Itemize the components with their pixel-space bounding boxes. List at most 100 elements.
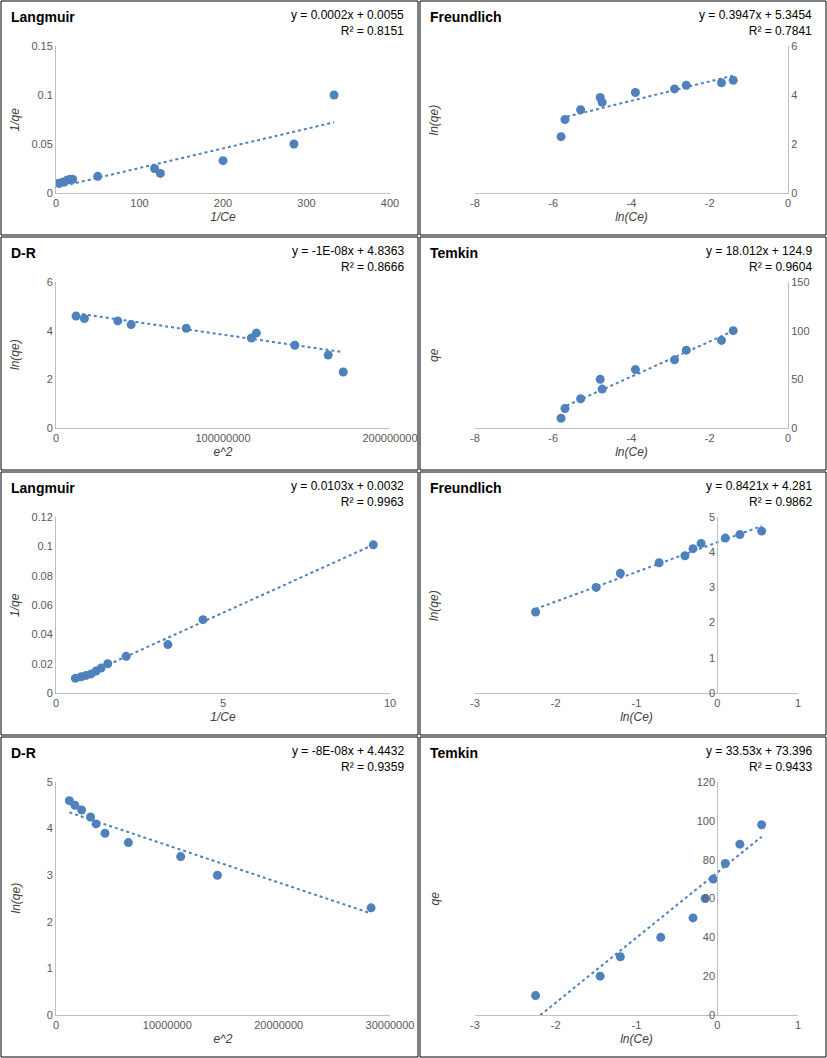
svg-text:ln(qe): ln(qe) xyxy=(8,339,22,370)
svg-text:20000000: 20000000 xyxy=(254,1019,303,1031)
svg-text:Freundlich: Freundlich xyxy=(430,480,502,496)
svg-text:-6: -6 xyxy=(548,197,558,209)
svg-text:0: 0 xyxy=(47,1009,53,1021)
svg-text:400: 400 xyxy=(381,197,399,209)
svg-text:ln(qe): ln(qe) xyxy=(9,883,23,914)
svg-text:e^2: e^2 xyxy=(214,445,233,459)
svg-text:0: 0 xyxy=(53,697,59,709)
svg-text:1: 1 xyxy=(47,962,53,974)
svg-text:120: 120 xyxy=(697,776,715,788)
svg-text:ln(Ce): ln(Ce) xyxy=(620,710,653,724)
svg-text:Temkin: Temkin xyxy=(430,745,478,761)
svg-text:0: 0 xyxy=(791,187,797,199)
svg-text:300: 300 xyxy=(297,197,315,209)
svg-text:-3: -3 xyxy=(470,697,480,709)
svg-text:0: 0 xyxy=(785,432,791,444)
svg-text:0.15: 0.15 xyxy=(31,40,52,52)
svg-text:2: 2 xyxy=(709,616,715,628)
svg-text:150: 150 xyxy=(791,276,809,288)
svg-text:Langmuir: Langmuir xyxy=(11,480,75,496)
svg-text:4: 4 xyxy=(47,325,53,337)
svg-text:y = 18.012x + 124.9R² = 0.9604: y = 18.012x + 124.9R² = 0.9604 xyxy=(706,244,812,274)
svg-text:-4: -4 xyxy=(627,432,637,444)
svg-text:100: 100 xyxy=(697,815,715,827)
svg-text:e^2: e^2 xyxy=(214,1032,233,1046)
svg-text:0: 0 xyxy=(785,197,791,209)
svg-text:y = 0.0103x + 0.0032R² = 0.996: y = 0.0103x + 0.0032R² = 0.9963 xyxy=(291,479,404,509)
svg-text:D-R: D-R xyxy=(11,745,36,761)
svg-text:20: 20 xyxy=(703,970,715,982)
svg-text:y = 0.0002x + 0.0055R² = 0.815: y = 0.0002x + 0.0055R² = 0.8151 xyxy=(291,8,404,38)
svg-text:0: 0 xyxy=(47,187,53,199)
svg-text:100000000: 100000000 xyxy=(195,432,250,444)
svg-text:-1: -1 xyxy=(632,1019,642,1031)
svg-text:0: 0 xyxy=(714,697,720,709)
svg-text:5: 5 xyxy=(47,776,53,788)
svg-text:4: 4 xyxy=(47,822,53,834)
svg-text:Temkin: Temkin xyxy=(430,245,478,261)
svg-text:ln(Ce): ln(Ce) xyxy=(615,445,648,459)
svg-text:y = 0.3947x + 5.3454R² = 0.784: y = 0.3947x + 5.3454R² = 0.7841 xyxy=(699,8,812,38)
svg-text:-2: -2 xyxy=(705,197,715,209)
svg-text:4: 4 xyxy=(709,546,715,558)
svg-text:0: 0 xyxy=(53,432,59,444)
svg-text:1: 1 xyxy=(795,1019,801,1031)
svg-text:-8: -8 xyxy=(470,432,480,444)
svg-text:40: 40 xyxy=(703,931,715,943)
svg-text:100: 100 xyxy=(791,325,809,337)
svg-text:1: 1 xyxy=(795,697,801,709)
svg-text:10: 10 xyxy=(384,697,396,709)
svg-text:4: 4 xyxy=(791,89,797,101)
svg-text:0: 0 xyxy=(53,1019,59,1031)
svg-text:-1: -1 xyxy=(632,697,642,709)
svg-text:0: 0 xyxy=(709,1009,715,1021)
svg-text:1/qe: 1/qe xyxy=(8,108,22,132)
svg-text:-3: -3 xyxy=(470,1019,480,1031)
svg-text:0.12: 0.12 xyxy=(31,511,52,523)
svg-text:30000000: 30000000 xyxy=(366,1019,415,1031)
svg-text:y = 33.53x + 73.396R² = 0.9433: y = 33.53x + 73.396R² = 0.9433 xyxy=(706,744,812,774)
svg-text:0.1: 0.1 xyxy=(38,540,53,552)
svg-text:ln(Ce): ln(Ce) xyxy=(620,1032,653,1046)
svg-text:80: 80 xyxy=(703,854,715,866)
svg-text:5: 5 xyxy=(220,697,226,709)
svg-text:0.06: 0.06 xyxy=(31,599,52,611)
svg-text:0.02: 0.02 xyxy=(31,658,52,670)
svg-text:y = -8E-08x + 4.4432R² = 0.935: y = -8E-08x + 4.4432R² = 0.9359 xyxy=(292,744,404,774)
svg-text:5: 5 xyxy=(709,511,715,523)
svg-text:2: 2 xyxy=(47,916,53,928)
svg-text:6: 6 xyxy=(47,276,53,288)
svg-text:6: 6 xyxy=(791,40,797,52)
svg-text:1/Ce: 1/Ce xyxy=(210,210,236,224)
svg-text:-2: -2 xyxy=(551,1019,561,1031)
svg-text:0.1: 0.1 xyxy=(38,89,53,101)
svg-text:qe: qe xyxy=(427,348,441,362)
svg-text:60: 60 xyxy=(703,892,715,904)
svg-text:-2: -2 xyxy=(551,697,561,709)
svg-text:2: 2 xyxy=(47,373,53,385)
svg-text:1/Ce: 1/Ce xyxy=(210,710,236,724)
svg-text:3: 3 xyxy=(47,869,53,881)
svg-text:0: 0 xyxy=(47,422,53,434)
svg-text:D-R: D-R xyxy=(11,245,36,261)
svg-text:10000000: 10000000 xyxy=(143,1019,192,1031)
svg-text:0.04: 0.04 xyxy=(31,628,52,640)
svg-text:0: 0 xyxy=(47,687,53,699)
svg-text:ln(Ce): ln(Ce) xyxy=(615,210,648,224)
svg-text:-6: -6 xyxy=(548,432,558,444)
svg-text:-4: -4 xyxy=(627,197,637,209)
svg-text:2: 2 xyxy=(791,138,797,150)
svg-text:0.08: 0.08 xyxy=(31,570,52,582)
svg-text:0.05: 0.05 xyxy=(31,138,52,150)
svg-text:qe: qe xyxy=(428,892,442,906)
svg-text:0: 0 xyxy=(791,422,797,434)
svg-text:0: 0 xyxy=(714,1019,720,1031)
svg-text:200000000: 200000000 xyxy=(362,432,417,444)
svg-text:Freundlich: Freundlich xyxy=(430,9,502,25)
svg-text:1: 1 xyxy=(709,652,715,664)
svg-text:Langmuir: Langmuir xyxy=(11,9,75,25)
svg-text:ln(qe): ln(qe) xyxy=(427,105,441,136)
svg-text:-2: -2 xyxy=(705,432,715,444)
svg-text:ln(qe): ln(qe) xyxy=(427,590,441,621)
svg-text:1/qe: 1/qe xyxy=(8,593,22,617)
